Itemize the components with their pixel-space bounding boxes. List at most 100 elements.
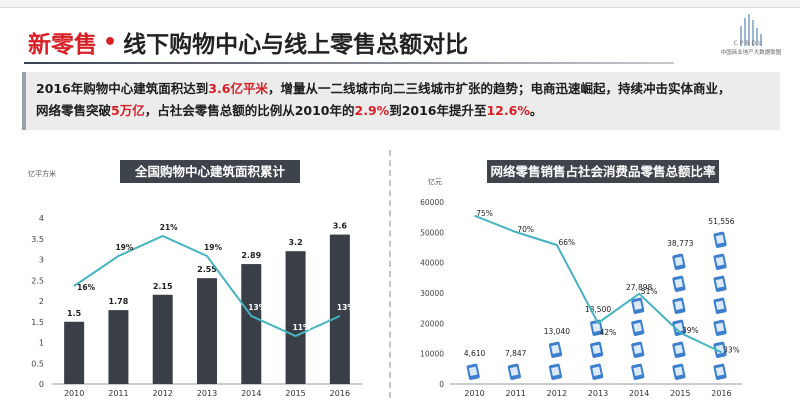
ratio-label: 39% <box>682 326 699 335</box>
bar-value-label: 1.78 <box>109 297 129 306</box>
y-tick-label: 3.5 <box>31 235 44 244</box>
phone-icon <box>548 363 563 380</box>
x-tick-label: 2014 <box>629 389 649 398</box>
phone-icon <box>590 319 604 336</box>
bar <box>152 294 173 384</box>
growth-label: 21% <box>160 223 178 232</box>
x-tick-label: 2011 <box>108 389 128 398</box>
chart1-title: 全国购物中心建筑面积累计 <box>120 160 300 183</box>
summary-highlight: 12.6% <box>486 103 530 118</box>
title-main: 线下购物中心与线上零售总额对比 <box>123 32 469 58</box>
growth-label: 19% <box>115 243 133 252</box>
x-tick-label: 2011 <box>506 389 526 398</box>
page-title: 新零售 • 线下购物中心与线上零售总额对比 <box>28 22 468 62</box>
bar-value-label: 2.89 <box>241 251 261 260</box>
x-tick-label: 2013 <box>588 389 608 398</box>
phone-icon <box>713 231 727 248</box>
title-underline <box>24 62 674 64</box>
y-tick-label: 2.5 <box>31 276 44 285</box>
x-tick-label: 2014 <box>241 389 261 398</box>
growth-label: 13% <box>337 303 355 312</box>
bar-value-label: 38,773 <box>667 239 693 248</box>
phone-icon <box>713 363 727 380</box>
x-tick-label: 2012 <box>153 389 173 398</box>
y-tick-label: 2 <box>39 297 44 306</box>
phone-icon <box>672 341 686 358</box>
top-bar <box>0 0 800 8</box>
y-tick-label: 1.5 <box>31 318 44 327</box>
x-tick-label: 2015 <box>285 389 305 398</box>
y-tick-label: 0 <box>39 380 44 389</box>
phone-icon <box>672 363 686 380</box>
ratio-label: 51% <box>641 287 658 296</box>
bar-value-label: 27,898 <box>626 283 652 292</box>
bar-value-label: 18,500 <box>585 305 611 314</box>
phone-icon <box>548 341 563 358</box>
chart-online-retail: 亿元 0 10000 20000 30000 40000 50000 60000 4,610 20… <box>420 177 742 398</box>
bar-value-label: 4,610 <box>464 349 486 358</box>
phone-icon <box>631 363 645 380</box>
y-tick-label: 3 <box>39 256 44 265</box>
summary-highlight: 5万亿 <box>111 103 145 118</box>
summary-text: 2016年购物中心建筑面积达到 <box>36 81 209 96</box>
x-tick-label: 2010 <box>64 389 84 398</box>
growth-label: 19% <box>204 243 222 252</box>
chart-area-floor: 亿平方米 0 0.5 1 1.5 2 2.5 3 3.5 4 1.5 2010 1.78 2011 2.15… <box>28 169 362 398</box>
logo-text: 中国商业地产大数据联盟 <box>720 50 782 56</box>
phone-icon <box>713 275 727 292</box>
x-tick-label: 2016 <box>711 389 731 398</box>
y-tick-label: 1 <box>39 339 44 348</box>
bar-value-label: 2.55 <box>197 265 217 274</box>
summary-box: 2016年购物中心建筑面积达到3.6亿平米，增量从一二线城市向二三线城市扩张的趋… <box>22 72 780 130</box>
phone-icon <box>507 363 521 380</box>
title-highlight: 新零售 <box>28 32 97 58</box>
growth-label: 11% <box>293 323 311 332</box>
bar <box>329 234 350 384</box>
x-tick-label: 2015 <box>670 389 690 398</box>
summary-text: 网络零售突破 <box>36 103 112 118</box>
y-tick-label: 30000 <box>420 289 444 298</box>
y-tick-label: 50000 <box>420 228 444 237</box>
phone-icon <box>672 253 686 270</box>
bar-value-label: 3.2 <box>288 238 302 247</box>
logo-icon <box>740 14 762 46</box>
bar <box>197 278 217 384</box>
ratio-line <box>474 214 722 354</box>
growth-line <box>73 234 341 338</box>
bar-value-label: 7,847 <box>505 349 527 358</box>
phone-icon <box>672 319 686 336</box>
phone-icon <box>631 297 645 314</box>
bar-value-label: 13,040 <box>544 327 570 336</box>
title-dot: • <box>103 29 118 55</box>
growth-label: 16% <box>77 283 95 292</box>
y-tick-label: 0.5 <box>31 359 44 368</box>
phone-icon <box>672 275 686 292</box>
x-tick-label: 2013 <box>197 389 217 398</box>
summary-text: ，占社会零售总额的比例从2010年的 <box>144 103 355 118</box>
chart2-title: 网络零售销售占社会消费品零售总额比率 <box>487 160 719 183</box>
phone-icon <box>631 319 645 336</box>
ratio-label: 75% <box>476 209 493 218</box>
ratio-label: 70% <box>517 225 534 234</box>
y-axis-label: 亿元 <box>428 177 442 186</box>
bar-value-label: 3.6 <box>333 222 348 231</box>
ratio-label: 42% <box>600 328 617 337</box>
y-tick-label: 60000 <box>420 198 444 207</box>
chart-divider <box>389 150 391 398</box>
phone-icon <box>713 297 727 314</box>
phone-icon <box>672 297 686 314</box>
summary-highlight: 3.6亿平米 <box>208 81 268 96</box>
phone-icon <box>713 319 727 336</box>
y-tick-label: 20000 <box>420 319 444 328</box>
growth-label: 13% <box>248 303 266 312</box>
bar <box>64 321 85 384</box>
y-tick-label: 40000 <box>420 259 444 268</box>
y-axis-label: 亿平方米 <box>28 169 56 178</box>
ratio-label: 66% <box>559 238 576 247</box>
summary-text: 。 <box>529 103 543 118</box>
bar <box>285 251 306 384</box>
phone-icon <box>590 363 604 380</box>
bar-value-label: 51,556 <box>708 217 734 226</box>
bar <box>241 264 262 384</box>
phone-icon <box>713 253 727 270</box>
